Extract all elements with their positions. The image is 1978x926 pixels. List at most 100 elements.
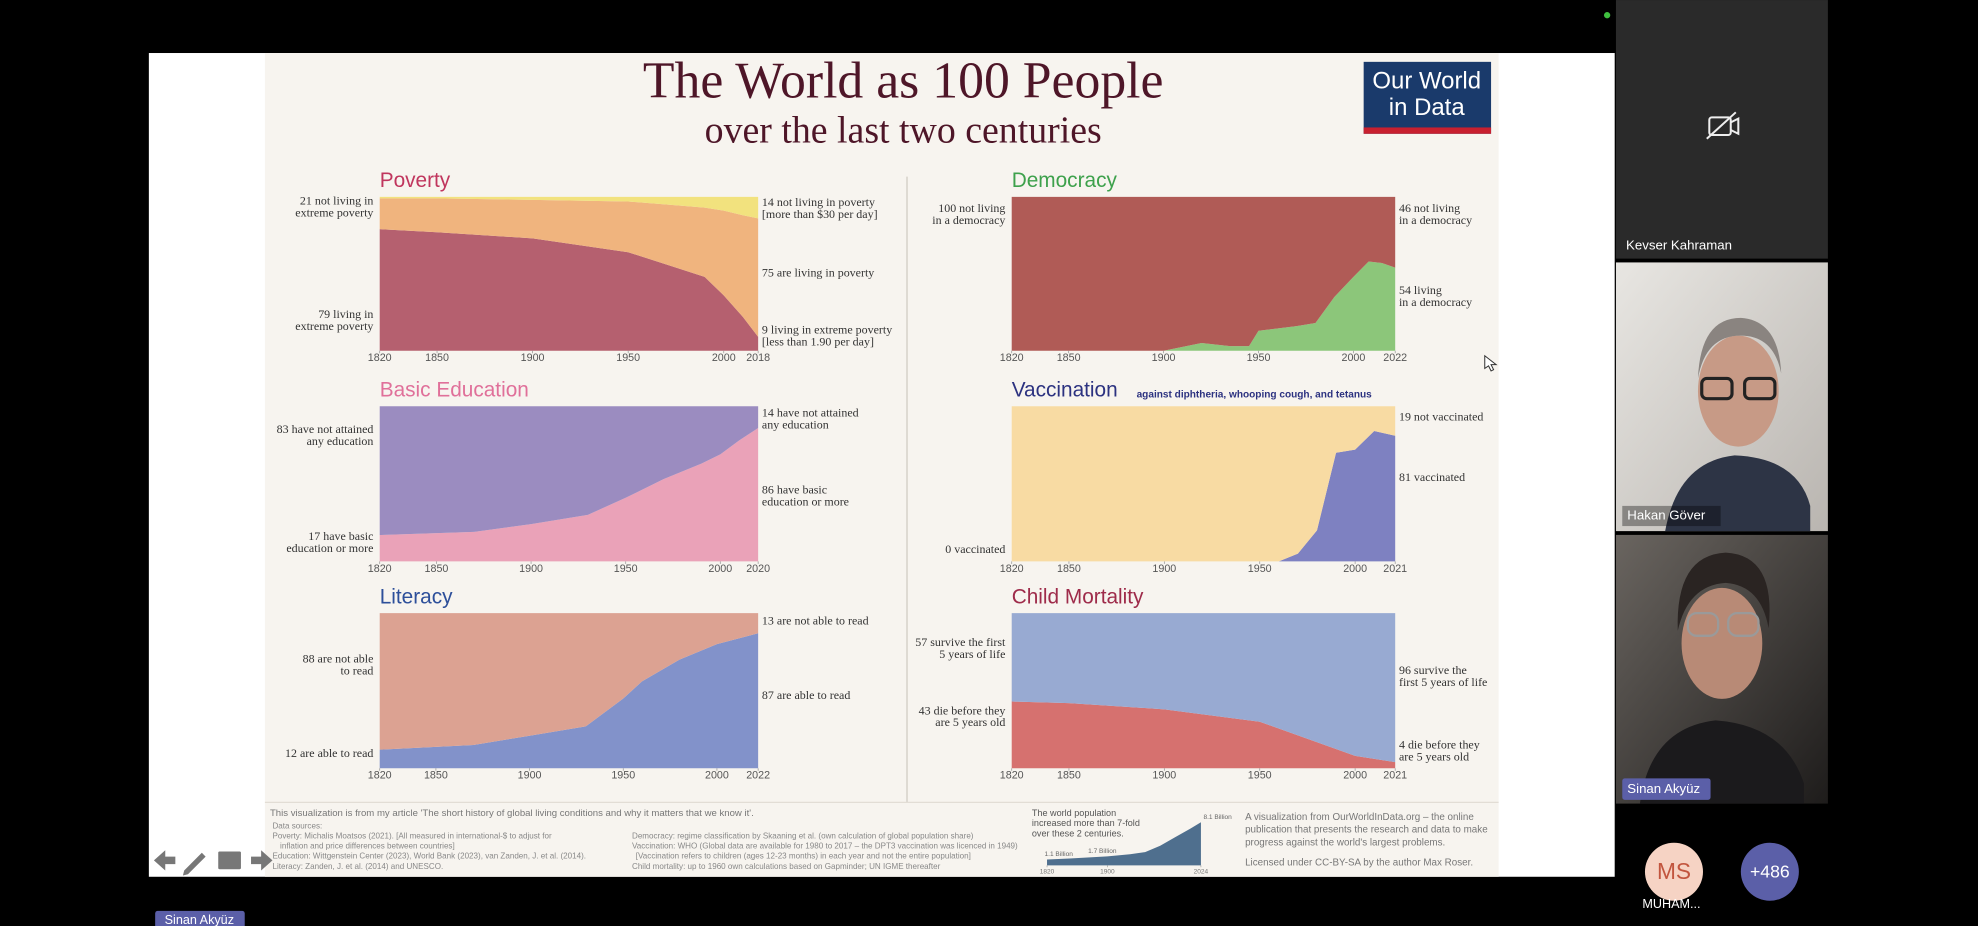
slide-title: The World as 100 People — [643, 53, 1164, 110]
footer-source: Child mortality: up to 1960 own calculat… — [632, 862, 941, 871]
participant-name: Kevser Kahraman — [1626, 238, 1732, 253]
series-label: in a democracy — [1399, 295, 1472, 309]
x-tick-label: 2000 — [1342, 352, 1366, 364]
panel-title: Poverty — [380, 169, 451, 192]
x-tick-label: 1950 — [614, 563, 638, 575]
x-tick-label: 2000 — [1343, 563, 1367, 575]
x-tick-label: 1900 — [1152, 563, 1176, 575]
series-label: 9 living in extreme poverty — [762, 322, 892, 336]
series-label: 75 are living in poverty — [762, 266, 874, 280]
camera-off-icon — [1706, 111, 1740, 140]
logo-text: Our World — [1372, 67, 1481, 94]
more-count: +486 — [1750, 862, 1790, 882]
participant-name: Hakan Göver — [1627, 507, 1706, 522]
panel-title: Democracy — [1012, 169, 1118, 192]
footer-note: A visualization from OurWorldInData.org … — [1245, 812, 1474, 823]
notes[interactable] — [218, 851, 241, 870]
data-label: 8.1 Billion — [1203, 814, 1232, 821]
status-dot — [1603, 12, 1611, 19]
footer-note: publication that presents the research a… — [1245, 825, 1488, 836]
x-tick-label: 1850 — [424, 770, 448, 782]
x-tick-label: 1950 — [616, 352, 640, 364]
series-label: 4 die before they — [1399, 737, 1480, 751]
x-tick-label: 1900 — [521, 352, 545, 364]
series-label: 57 survive the first — [915, 635, 1006, 649]
series-label: to read — [340, 664, 373, 678]
series-label: any education — [762, 418, 829, 432]
data-label: 1.7 Billion — [1088, 848, 1117, 855]
prev-slide[interactable] — [153, 850, 176, 871]
series-label: in a democracy — [932, 213, 1005, 227]
pen-tool[interactable] — [182, 852, 206, 876]
series-label: 17 have basic — [308, 529, 373, 543]
area — [1011, 431, 1396, 562]
x-tick-label: 1820 — [1000, 352, 1024, 364]
presenter-badge — [155, 910, 245, 926]
video-tile[interactable] — [1615, 0, 1828, 259]
logo-bar — [1363, 127, 1492, 134]
presenter-name: Sinan Akyüz — [165, 913, 234, 926]
logo-text: in Data — [1389, 94, 1466, 121]
series-label: first 5 years of life — [1399, 675, 1487, 689]
series-label: 81 vaccinated — [1399, 470, 1465, 484]
slide-tools[interactable] — [153, 850, 273, 876]
series-label: [more than $30 per day] — [762, 207, 878, 221]
participant-name: MUHAM... — [1642, 897, 1700, 911]
series-label: 21 not living in — [300, 194, 373, 208]
x-tick-label: 1850 — [425, 563, 449, 575]
area — [379, 198, 759, 337]
cursor — [1484, 354, 1498, 372]
participant-name: Sinan Akyüz — [1627, 781, 1700, 796]
x-tick-label: 1950 — [1248, 563, 1272, 575]
more-participants[interactable] — [1740, 842, 1799, 901]
panel-title: Literacy — [380, 585, 453, 608]
series-label: 100 not living — [938, 201, 1005, 215]
series-label: 88 are not able — [303, 652, 374, 666]
x-tick-label: 1820 — [1000, 770, 1024, 782]
area — [379, 427, 759, 562]
x-tick-label: 1850 — [1057, 770, 1081, 782]
series-label: any education — [307, 434, 374, 448]
x-tick-label: 2021 — [1383, 563, 1407, 575]
x-tick-label: 2024 — [1194, 868, 1209, 875]
avatar[interactable] — [1644, 842, 1703, 901]
name-badge — [1622, 778, 1711, 800]
logo — [1363, 61, 1492, 134]
panel-title: Vaccination — [1012, 379, 1118, 402]
next-slide[interactable] — [251, 850, 273, 871]
x-tick-label: 1850 — [1057, 352, 1081, 364]
x-tick-label: 1820 — [368, 770, 392, 782]
series-label: 46 not living — [1399, 201, 1460, 215]
series-label: education or more — [286, 541, 373, 555]
x-tick-label: 2000 — [705, 770, 729, 782]
x-tick-label: 1900 — [518, 770, 542, 782]
data-label: 1.1 Billion — [1045, 851, 1074, 858]
series-label: 87 are able to read — [762, 688, 850, 702]
avatar-initials: MS — [1657, 858, 1691, 884]
area — [379, 406, 759, 536]
x-tick-label: 1850 — [1057, 563, 1081, 575]
series-label: 86 have basic — [762, 483, 827, 497]
area — [1011, 701, 1396, 769]
panel-title: Child Mortality — [1012, 585, 1144, 608]
x-tick-label: 1900 — [1152, 352, 1176, 364]
x-tick-label: 2000 — [708, 563, 732, 575]
area — [379, 633, 759, 769]
footer-license: Licensed under CC-BY-SA by the author Ma… — [1245, 857, 1473, 868]
x-tick-label: 1820 — [368, 563, 392, 575]
area — [1047, 822, 1201, 866]
footer-source: Poverty: Michalis Moatsos (2021). [All m… — [272, 832, 551, 841]
series-label: education or more — [762, 494, 849, 508]
inset-text: increased more than 7-fold — [1032, 818, 1140, 828]
footer-source: inflation and price differences between … — [280, 842, 455, 851]
x-tick-label: 2020 — [746, 563, 770, 575]
panel-subtitle: against diphtheria, whooping cough, and … — [1137, 390, 1373, 401]
x-tick-label: 2018 — [746, 352, 770, 364]
x-tick-label: 1900 — [519, 563, 543, 575]
series-label: are 5 years old — [935, 715, 1005, 729]
x-tick-label: 2000 — [1343, 770, 1367, 782]
series-label: 13 are not able to read — [762, 614, 869, 628]
footer-note: progress against the world's largest pro… — [1245, 837, 1445, 848]
